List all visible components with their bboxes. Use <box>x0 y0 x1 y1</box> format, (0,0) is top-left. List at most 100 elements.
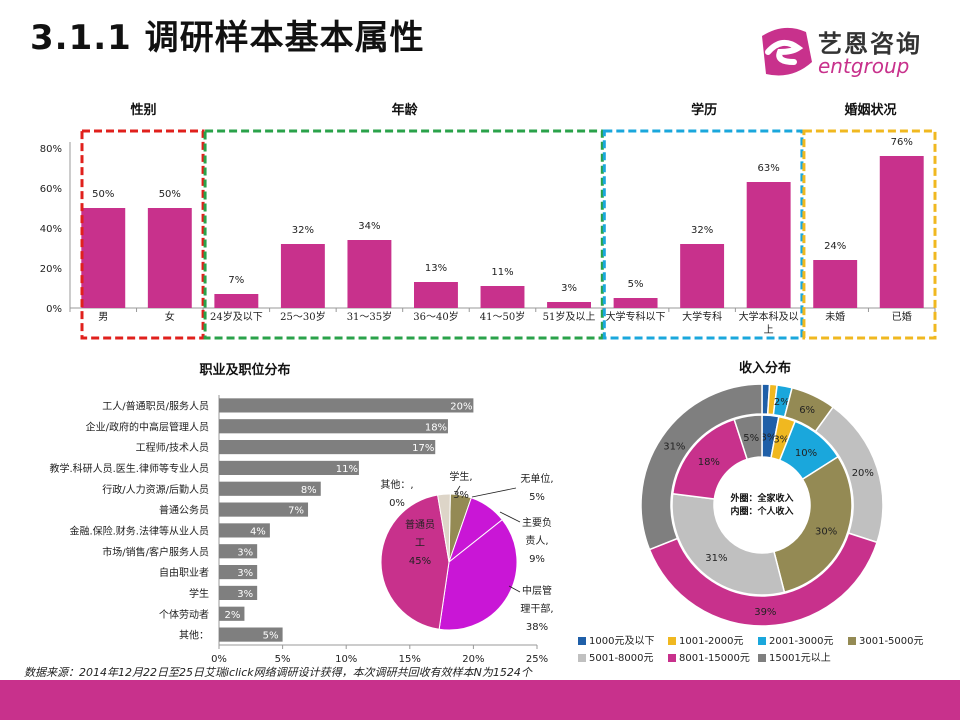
logo-english-text: entgroup <box>818 54 910 78</box>
outer-ring-value-label: 20% <box>852 468 874 479</box>
h-x-tick-label: 10% <box>335 654 357 665</box>
legend-label: 3001-5000元 <box>859 636 924 647</box>
y-tick-label: 20% <box>40 264 62 275</box>
hbar-value-label: 17% <box>412 443 434 454</box>
bar-value-label: 50% <box>159 189 181 200</box>
pie-leader-line <box>454 485 461 495</box>
bar-24岁及以下 <box>214 294 259 308</box>
hbar-企业/政府的中高层管理人员 <box>219 419 448 434</box>
x-category-label: 未婚 <box>825 310 845 323</box>
hbar-category-label: 教学.科研人员.医生.律师等专业人员 <box>49 462 209 475</box>
x-category-label: 女 <box>165 310 175 323</box>
hbar-value-label: 2% <box>225 610 241 621</box>
bar-已婚 <box>879 156 924 308</box>
data-source-note: 数据来源：2014年12月22日至25日艾瑞iclick网络调研设计获得，本次调… <box>24 666 532 679</box>
h-x-tick-label: 15% <box>399 654 421 665</box>
legend-swatch <box>578 637 586 645</box>
legend-label: 8001-15000元 <box>679 653 750 664</box>
pie-label-无单位: 无单位, 5% <box>520 472 553 503</box>
group-frame-学历 <box>602 129 804 340</box>
hbar-行政/人力资源/后勤人员 <box>219 481 321 496</box>
hbar-category-label: 市场/销售/客户服务人员 <box>102 545 209 558</box>
hbar-category-label: 金融.保险.财务.法律等从业人员 <box>69 524 209 537</box>
inner-ring-value-label: 5% <box>743 433 759 444</box>
page-title: 3.1.1 调研样本基本属性 <box>30 18 425 58</box>
hbar-value-label: 8% <box>301 485 317 496</box>
hbar-category-label: 企业/政府的中高层管理人员 <box>86 420 209 433</box>
bar-value-label: 32% <box>292 225 314 236</box>
bar-41～50岁 <box>480 286 525 308</box>
x-category-label: 男 <box>98 311 108 323</box>
hbar-category-label: 其他： <box>179 629 209 642</box>
hbar-学生 <box>219 585 258 600</box>
h-x-tick-label: 0% <box>211 654 227 665</box>
bar-大学本科及以上 <box>746 182 791 308</box>
x-category-label: 41～50岁 <box>480 310 525 323</box>
group-frame-年龄 <box>203 129 604 340</box>
legend-item: 15001元以上 <box>758 649 844 664</box>
legend-label: 1001-2000元 <box>679 636 744 647</box>
inner-ring-value-label: 3% <box>773 435 789 446</box>
bar-男 <box>81 208 126 308</box>
pie-leader-line <box>471 487 517 498</box>
y-tick-label: 80% <box>40 144 62 155</box>
hbar-value-label: 11% <box>336 464 358 475</box>
pie-label-普通员工: 普通员工 45% <box>405 518 435 567</box>
pie-label-主要负责人: 主要负责人, 9% <box>522 516 552 565</box>
hbar-个体劳动者 <box>219 606 245 621</box>
inner-ring-slice-15001元以上 <box>733 414 763 461</box>
hbar-value-label: 20% <box>450 401 472 412</box>
legend-label: 1000元及以下 <box>589 636 655 647</box>
hbar-category-label: 个体劳动者 <box>159 608 209 621</box>
bar-value-label: 24% <box>824 241 846 252</box>
inner-ring-value-label: 3% <box>761 432 777 443</box>
bar-36～40岁 <box>414 282 458 308</box>
outer-ring-value-label: 39% <box>754 607 776 618</box>
h-x-tick-label: 20% <box>462 654 484 665</box>
legend-label: 5001-8000元 <box>589 653 654 664</box>
legend-swatch <box>848 637 856 645</box>
bar-value-label: 3% <box>561 283 577 294</box>
donut-center-label: 内圈：个人收入 <box>730 505 793 517</box>
bar-未婚 <box>813 260 858 308</box>
hbar-自由职业者 <box>219 565 258 580</box>
occupation-chart-title: 职业及职位分布 <box>199 362 290 378</box>
outer-ring-slice-15001元以上 <box>640 383 763 551</box>
y-tick-label: 40% <box>40 224 62 235</box>
hbar-value-label: 7% <box>288 506 304 517</box>
inner-ring-slice-3001-5000元 <box>773 455 853 594</box>
legend-item: 5001-8000元 <box>578 649 664 664</box>
x-category-label: 51岁及以上 <box>543 310 596 323</box>
inner-ring-value-label: 10% <box>795 448 817 459</box>
legend-swatch <box>668 637 676 645</box>
hbar-category-label: 自由职业者 <box>159 566 209 579</box>
income-chart-title: 收入分布 <box>739 360 791 376</box>
outer-ring-value-label: 6% <box>799 405 815 416</box>
logo-chinese-text: 艺恩咨询 <box>818 30 922 58</box>
x-category-label: 大学本科及以上 <box>739 310 799 336</box>
bar-value-label: 63% <box>758 163 780 174</box>
pie-slice-中层管理干部 <box>438 519 518 631</box>
pie-label-中层管理干部: 中层管理干部, 38% <box>520 584 553 633</box>
hbar-市场/销售/客户服务人员 <box>219 544 258 559</box>
bar-value-label: 13% <box>425 263 447 274</box>
hbar-工程师/技术人员 <box>219 440 436 455</box>
hbar-category-label: 普通公务员 <box>159 504 209 517</box>
pie-leader-line <box>499 511 521 523</box>
x-category-label: 25～30岁 <box>280 310 325 323</box>
entgroup-logo: 艺恩咨询 entgroup <box>752 22 942 82</box>
outer-ring-value-label: 2% <box>774 397 790 408</box>
hbar-value-label: 3% <box>237 547 253 558</box>
hbar-value-label: 3% <box>237 589 253 600</box>
pie-label-学生: 学生, 3% <box>449 470 472 501</box>
h-x-tick-label: 25% <box>526 654 548 665</box>
bar-31～35岁 <box>347 240 392 308</box>
hbar-value-label: 18% <box>425 422 447 433</box>
inner-ring-value-label: 30% <box>815 526 837 537</box>
bar-value-label: 50% <box>92 189 114 200</box>
inner-ring-slice-5001-8000元 <box>671 492 786 596</box>
group-title: 婚姻状况 <box>844 102 896 118</box>
bar-女 <box>147 208 192 308</box>
legend-item: 8001-15000元 <box>668 649 754 664</box>
